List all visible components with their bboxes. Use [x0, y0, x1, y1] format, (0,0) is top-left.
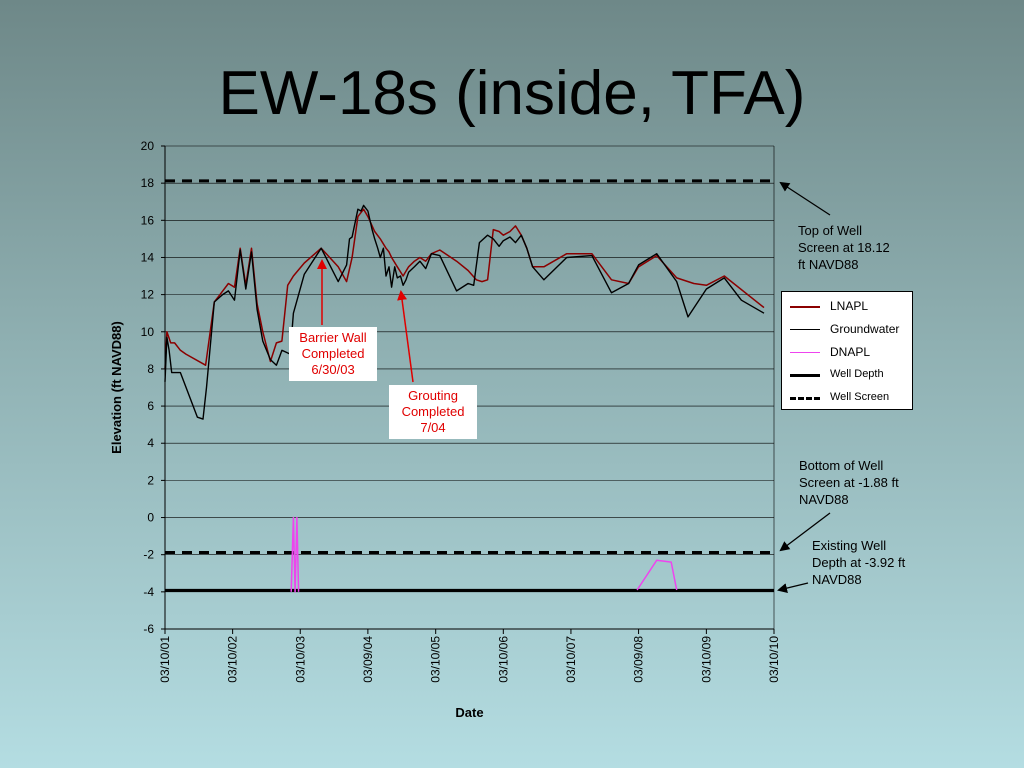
- y-tick-label: 18: [141, 176, 155, 190]
- y-tick-label: 2: [147, 473, 154, 487]
- legend-label-lnapl: LNAPL: [830, 299, 869, 313]
- grouting-annotation: Grouting Completed 7/04: [389, 385, 477, 439]
- y-tick-label: 10: [141, 325, 155, 339]
- x-tick-label: 03/10/05: [429, 636, 443, 683]
- x-tick-label: 03/10/02: [226, 636, 240, 683]
- legend-label-well-depth: Well Depth: [830, 368, 884, 380]
- x-tick-label: 03/09/08: [632, 636, 646, 683]
- legend-label-dnapl: DNAPL: [830, 345, 871, 359]
- x-tick-label: 03/10/06: [496, 636, 510, 683]
- x-tick-label: 03/10/10: [767, 636, 781, 683]
- legend-label-groundwater: Groundwater: [830, 322, 900, 336]
- top-screen-note: Top of Well Screen at 18.12 ft NAVD88: [798, 223, 890, 272]
- y-tick-label: -4: [143, 585, 154, 599]
- bottom-screen-note: Bottom of Well Screen at -1.88 ft NAVD88: [799, 458, 899, 507]
- legend: LNAPL Groundwater DNAPL Well Depth Well …: [781, 291, 913, 410]
- y-tick-label: 4: [147, 436, 154, 450]
- barrier-wall-annotation: Barrier Wall Completed 6/30/03: [289, 327, 377, 381]
- y-tick-label: 6: [147, 399, 154, 413]
- y-tick-label: -2: [143, 548, 154, 562]
- y-tick-label: -6: [143, 622, 154, 636]
- x-tick-label: 03/10/09: [699, 636, 713, 683]
- y-tick-label: 8: [147, 362, 154, 376]
- y-tick-label: 12: [141, 288, 155, 302]
- x-tick-label: 03/10/03: [293, 636, 307, 683]
- dnapl-series-2008: [636, 559, 678, 591]
- y-tick-label: 20: [141, 139, 155, 153]
- legend-label-well-screen: Well Screen: [830, 391, 890, 403]
- lnapl-series: [164, 208, 765, 369]
- x-tick-label: 03/10/07: [564, 636, 578, 683]
- x-axis-title: Date: [455, 705, 483, 720]
- bottom-screen-arrow: [779, 512, 831, 552]
- dnapl-series-2003: [290, 516, 300, 593]
- y-tick-label: 0: [147, 511, 154, 525]
- top-screen-arrow: [779, 181, 831, 216]
- y-tick-label: 14: [141, 250, 155, 264]
- grouting-arrow: [397, 290, 414, 383]
- slide-title: EW-18s (inside, TFA): [218, 59, 806, 128]
- groundwater-series: [164, 204, 765, 420]
- y-tick-label: 16: [141, 213, 155, 227]
- x-tick-label: 03/09/04: [361, 636, 375, 683]
- well-depth-note: Existing Well Depth at -3.92 ft NAVD88: [812, 538, 906, 587]
- y-axis-title: Elevation (ft NAVD88): [109, 321, 124, 454]
- x-tick-label: 03/10/01: [158, 636, 172, 683]
- well-depth-arrow: [777, 582, 809, 593]
